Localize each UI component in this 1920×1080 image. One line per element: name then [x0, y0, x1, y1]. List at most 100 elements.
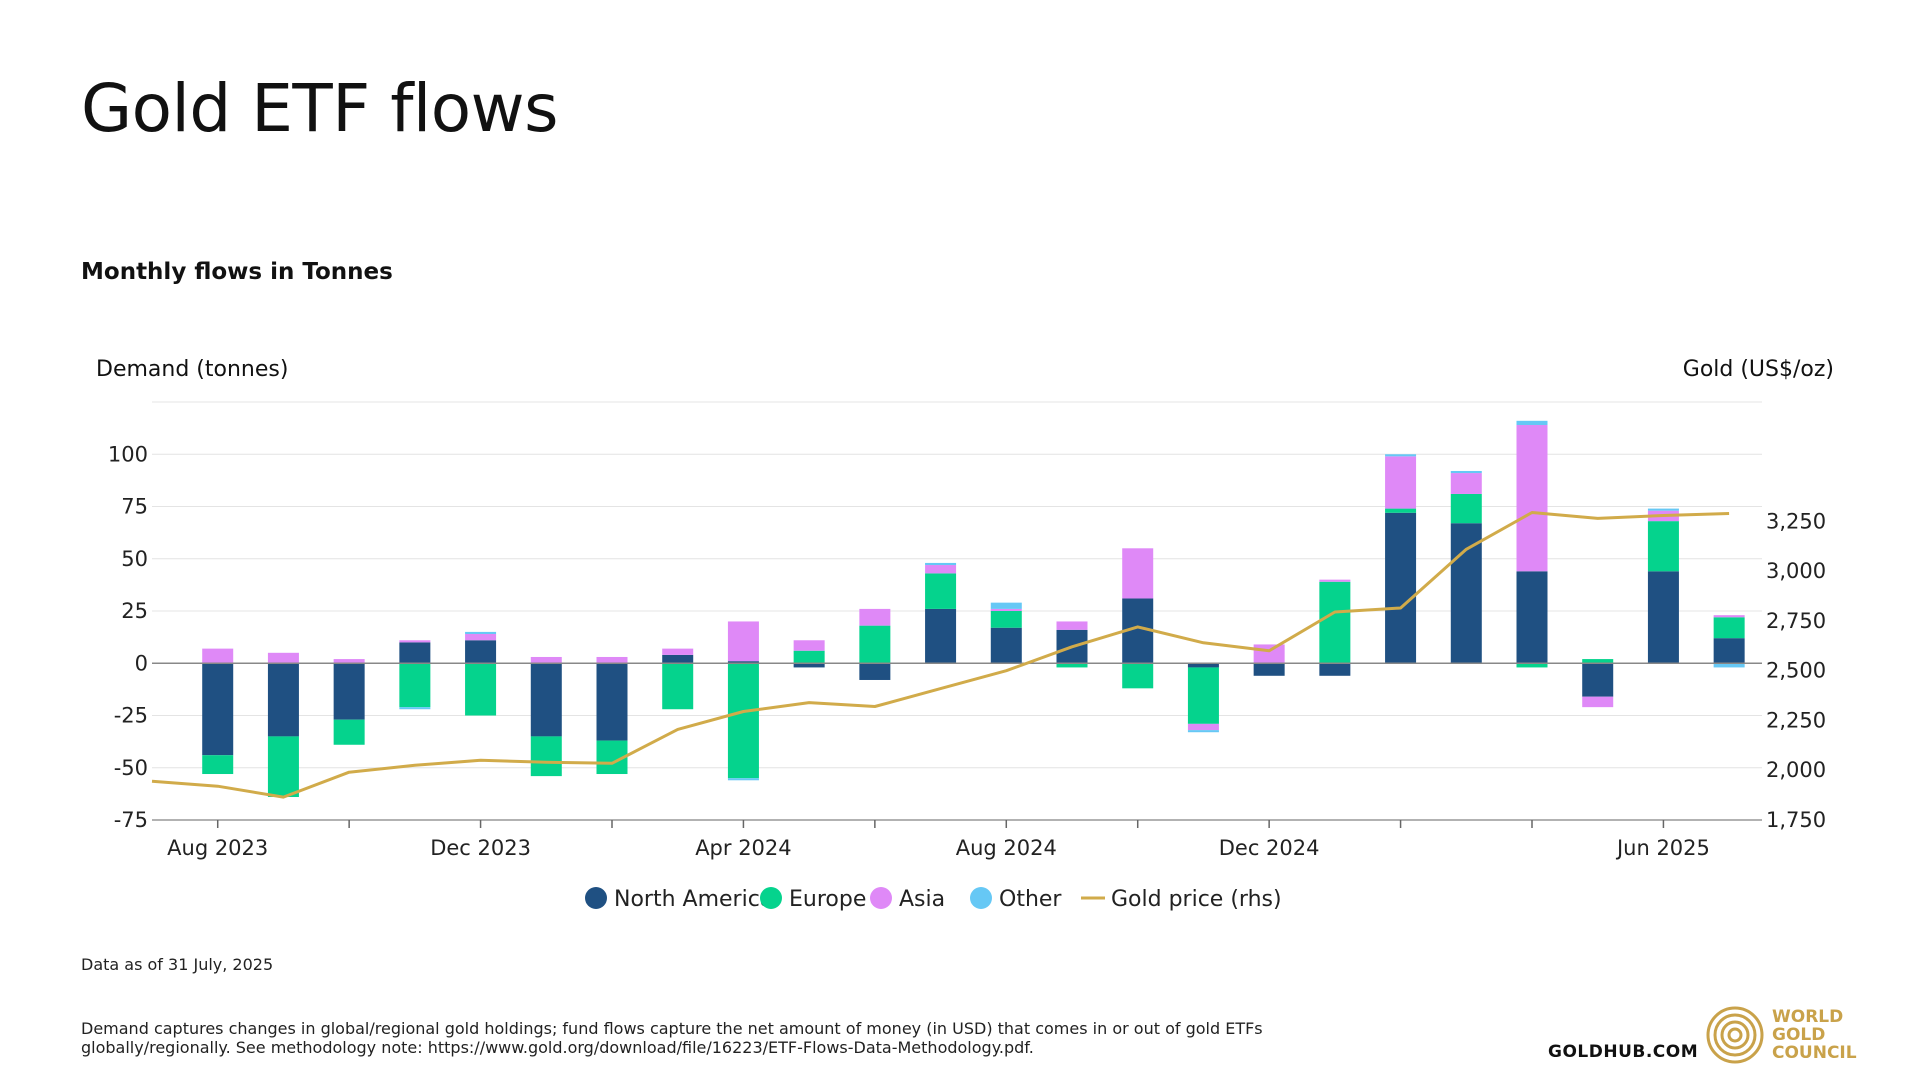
legend-swatch	[870, 887, 892, 909]
bar-asia	[1516, 424, 1548, 572]
description-line-2: globally/regionally. See methodology not…	[81, 1038, 1034, 1057]
legend-swatch	[760, 887, 782, 909]
bar-asia	[596, 656, 628, 664]
bar-north-america	[202, 663, 234, 756]
gold-price-polyline	[151, 511, 1730, 799]
bar-north-america	[1187, 663, 1219, 668]
bar-asia	[925, 565, 957, 574]
wgc-logo-text: WORLD GOLD COUNCIL	[1772, 1008, 1857, 1062]
bar-europe	[1450, 493, 1482, 524]
bar-europe	[990, 611, 1022, 628]
bar-north-america	[530, 663, 562, 737]
bar-asia	[333, 659, 365, 664]
bar-north-america	[1319, 663, 1351, 676]
bar-north-america	[1516, 571, 1548, 664]
bar-north-america	[333, 663, 365, 720]
bar-asia	[793, 640, 825, 651]
y2-tick-label: 2,250	[1766, 708, 1826, 732]
bar-europe	[399, 663, 431, 708]
y-tick-label: 50	[121, 547, 148, 571]
bar-asia	[1450, 473, 1482, 494]
bar-asia	[1122, 548, 1154, 599]
bar-asia	[1056, 621, 1088, 630]
bar-north-america	[399, 642, 431, 664]
bar-north-america	[727, 661, 759, 664]
bar-europe	[465, 663, 497, 716]
bar-europe	[1582, 659, 1614, 664]
bar-other	[1187, 730, 1219, 733]
legend-swatch	[970, 887, 992, 909]
bar-europe	[1122, 663, 1154, 689]
goldhub-link[interactable]: GOLDHUB.COM	[1548, 1042, 1699, 1062]
bar-north-america	[267, 663, 299, 737]
etf-flows-chart: Aug 2023 Dec 2023 Apr 2024 Aug 2024 Dec 2024…	[108, 401, 1826, 912]
legend-label: Gold price (rhs)	[1111, 887, 1282, 912]
x-tick-label: Jun 2025	[1615, 836, 1710, 860]
description-line-1: Demand captures changes in global/region…	[81, 1019, 1263, 1038]
y2-tick-label: 2,750	[1766, 609, 1826, 633]
bar-other	[925, 562, 957, 566]
y2-tick-label: 3,000	[1766, 559, 1826, 583]
bar-europe	[1056, 663, 1088, 668]
bar-asia	[399, 640, 431, 643]
legend-label: Europe	[789, 887, 866, 912]
y-tick-label: 75	[121, 495, 148, 519]
bar-europe	[202, 755, 234, 775]
legend: North America Europe Asia Other Gold price (…	[585, 887, 1282, 912]
bar-asia	[662, 648, 694, 655]
bar-north-america	[1647, 571, 1679, 664]
bar-north-america	[465, 640, 497, 664]
bar-europe	[925, 573, 957, 609]
bar-north-america	[1450, 523, 1482, 664]
bar-other	[1385, 454, 1417, 457]
bar-other	[1450, 470, 1482, 474]
bar-asia	[1253, 644, 1285, 664]
bar-north-america	[662, 654, 694, 664]
bar-europe	[333, 719, 365, 745]
bar-other	[990, 602, 1022, 609]
x-tick-label: Aug 2024	[956, 836, 1057, 860]
bar-north-america	[1385, 512, 1417, 664]
bar-asia	[1713, 615, 1745, 618]
bar-asia	[465, 633, 497, 641]
bar-europe	[267, 736, 299, 798]
bar-europe	[859, 625, 891, 664]
bar-north-america	[1582, 663, 1614, 697]
y-tick-label: -75	[114, 808, 148, 832]
bar-other	[1516, 420, 1548, 425]
bar-asia	[202, 648, 234, 664]
bar-other	[727, 778, 759, 781]
bar-asia	[267, 652, 299, 664]
bar-asia	[530, 656, 562, 664]
x-tick-label: Aug 2023	[167, 836, 268, 860]
bar-other	[1647, 508, 1679, 511]
bar-europe	[1647, 521, 1679, 572]
y-tick-label: 0	[135, 651, 148, 675]
bar-other	[399, 707, 431, 710]
bar-asia	[1187, 723, 1219, 731]
bar-north-america	[793, 663, 825, 668]
logo-word-council: COUNCIL	[1772, 1043, 1857, 1063]
chart-subtitle: Monthly flows in Tonnes	[81, 259, 393, 285]
data-date-note: Data as of 31 July, 2025	[81, 955, 274, 974]
gold-price-line	[151, 511, 1730, 799]
bars	[202, 420, 1745, 798]
bar-north-america	[925, 608, 957, 664]
logo-word-gold: GOLD	[1772, 1025, 1826, 1045]
bar-north-america	[1713, 638, 1745, 664]
bar-europe	[727, 663, 759, 779]
bar-north-america	[990, 627, 1022, 664]
y-tick-label: -25	[114, 704, 148, 728]
legend-label: North America	[614, 887, 773, 912]
legend-label: Asia	[899, 887, 945, 912]
y2-tick-label: 2,000	[1766, 758, 1826, 782]
bar-europe	[662, 663, 694, 710]
bar-north-america	[596, 663, 628, 741]
legend-label: Other	[999, 887, 1062, 912]
bar-europe	[1516, 663, 1548, 668]
bar-other	[465, 631, 497, 634]
bar-other	[1713, 663, 1745, 668]
bar-europe	[1319, 581, 1351, 664]
bar-north-america	[1253, 663, 1285, 676]
x-tick-label: Dec 2023	[430, 836, 531, 860]
